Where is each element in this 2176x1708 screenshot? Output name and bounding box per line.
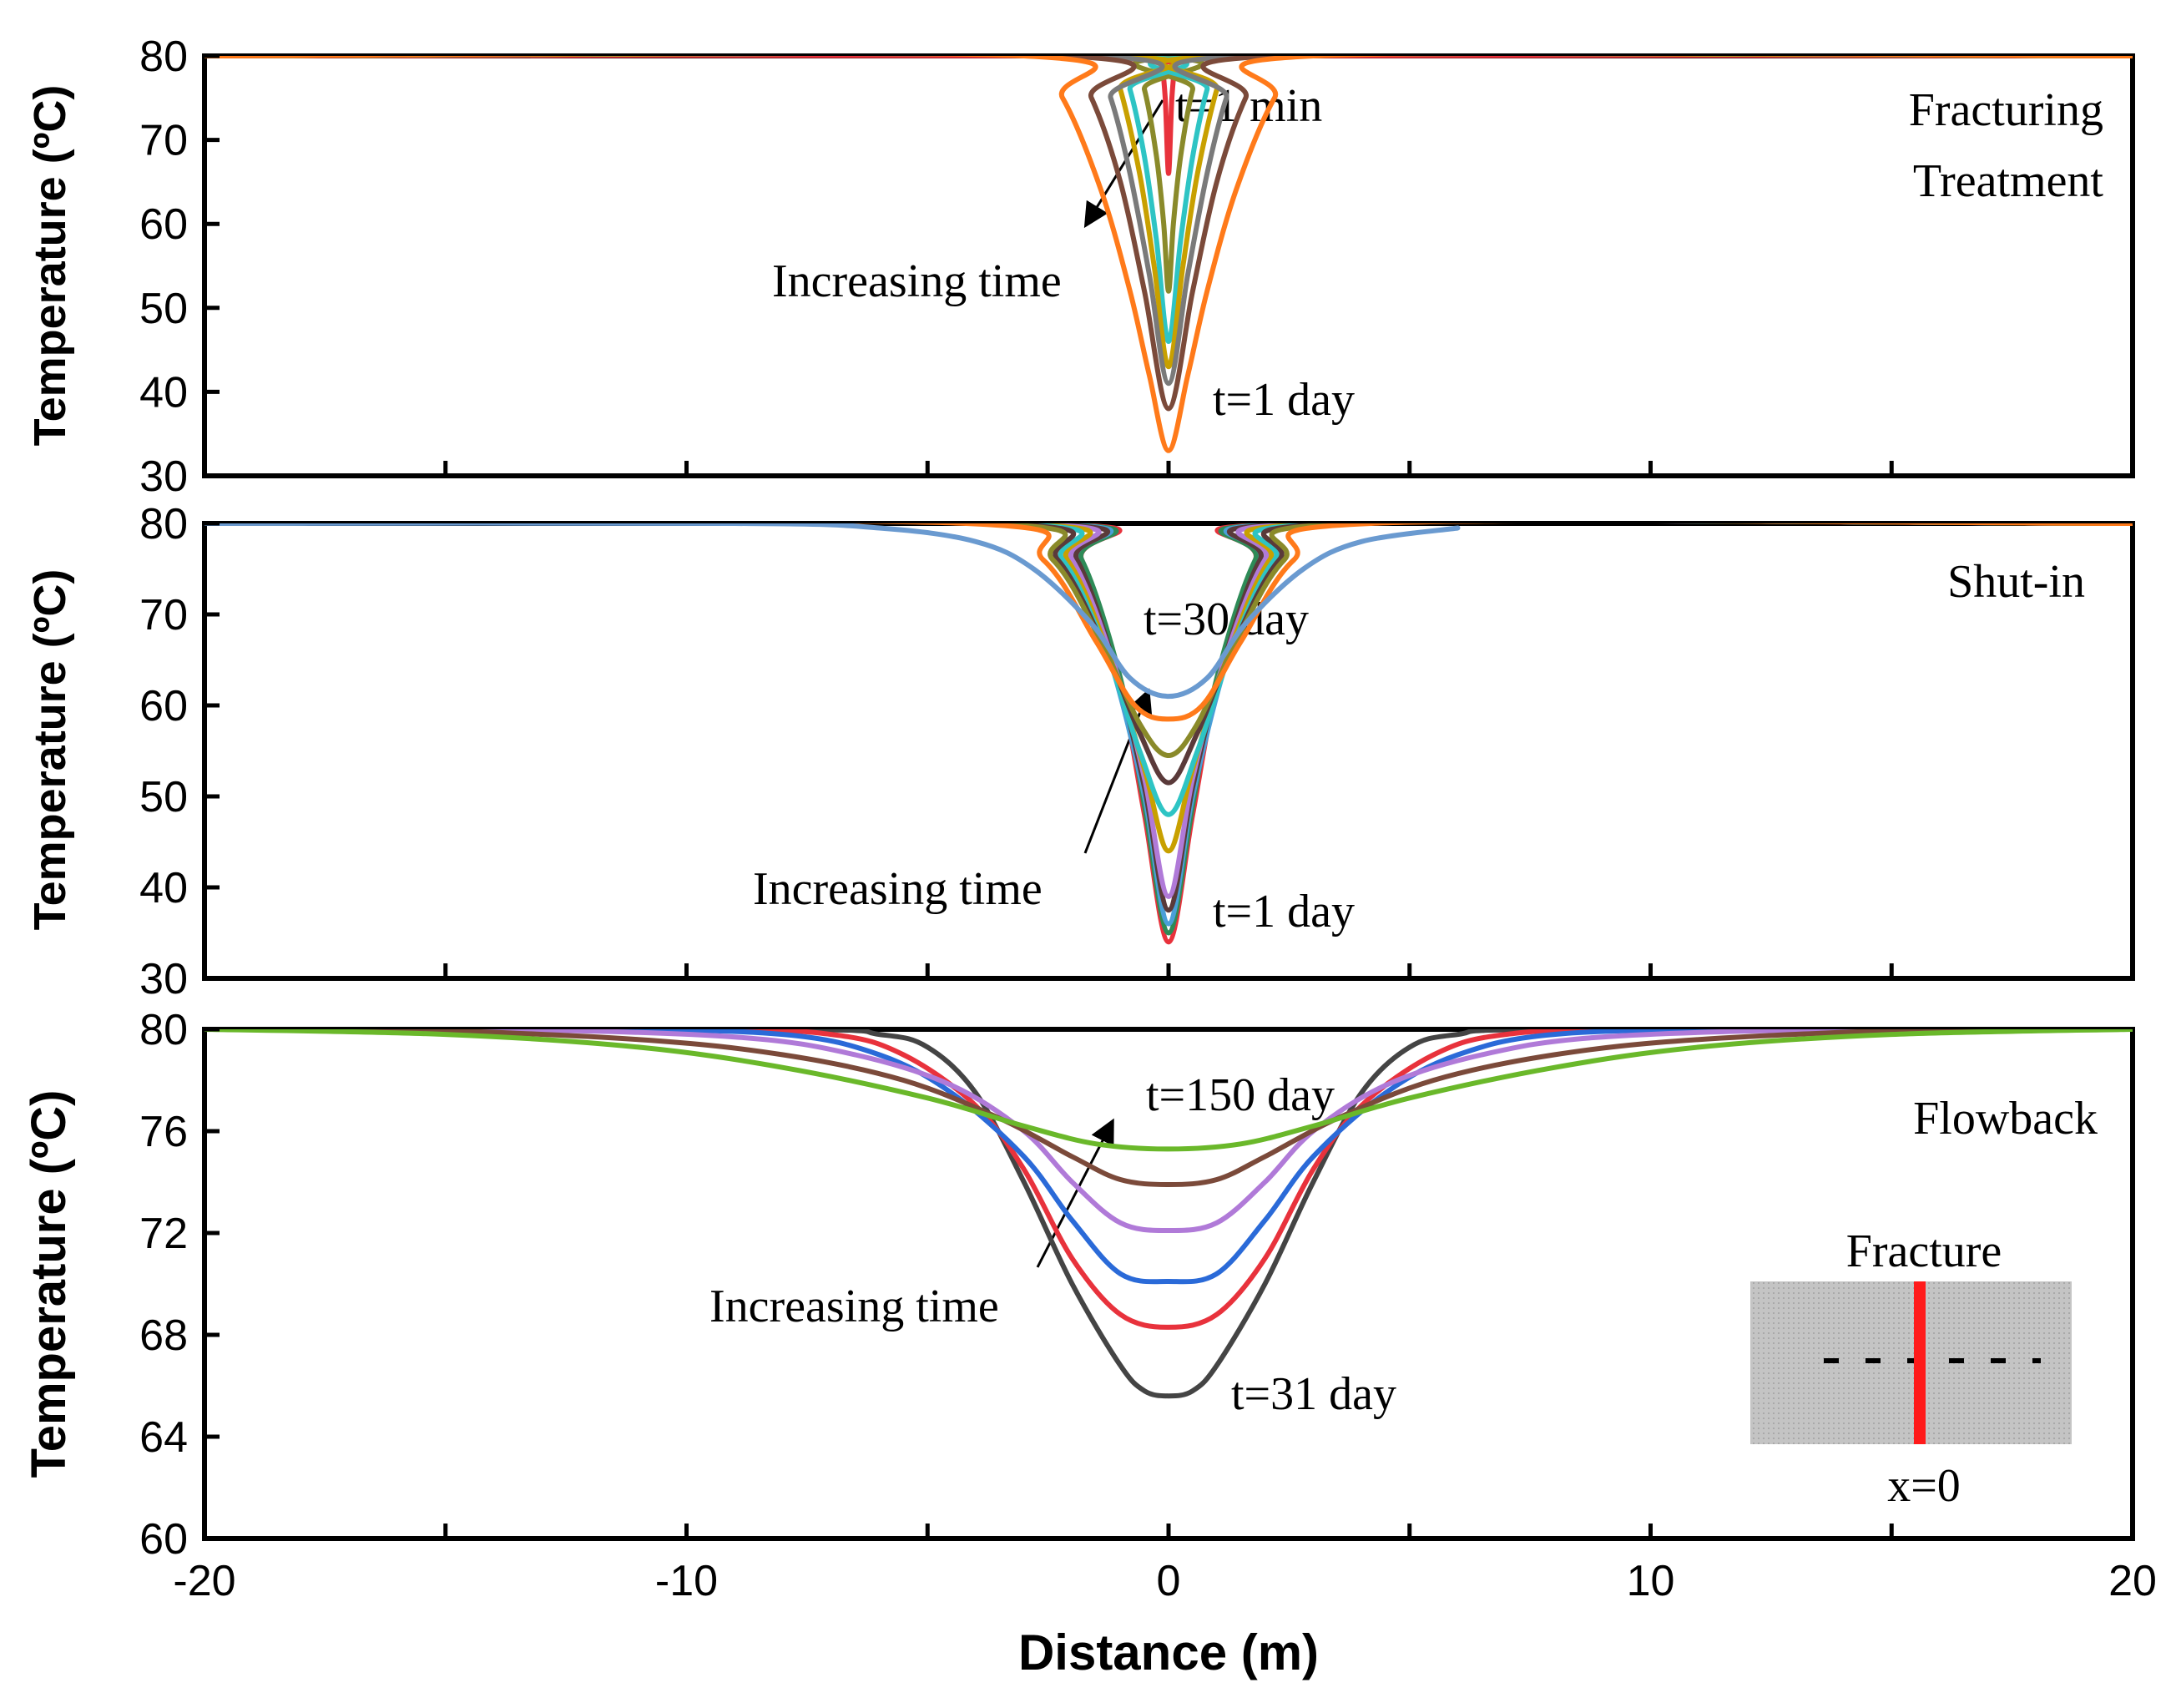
y-tick-label: 50: [139, 773, 188, 821]
series-line-4: [204, 1029, 2133, 1234]
panel-fracturing: Temperature (ºC) Fracturing Treatment t=…: [25, 53, 2135, 478]
y-tick-label: 40: [139, 864, 188, 912]
series-line-2: [204, 56, 2133, 294]
y-tick-label: 40: [139, 368, 188, 417]
x-tick-label: 20: [2108, 1557, 2157, 1605]
y-tick-label: 80: [139, 500, 188, 548]
y-tick-label: 68: [139, 1311, 188, 1360]
y-axis-title: Temperature (ºC): [25, 569, 75, 931]
series-line-2: [204, 523, 2133, 936]
y-tick-label: 70: [139, 117, 188, 165]
series-line-6: [204, 523, 2133, 854]
annotation-last-time: t=1 day: [1213, 374, 1355, 426]
y-tick-label: 30: [139, 452, 188, 501]
x-tick-label: -20: [173, 1557, 235, 1605]
y-tick-label: 76: [139, 1108, 188, 1156]
inset-origin-label: x=0: [1887, 1460, 1961, 1512]
series-line-3: [204, 1029, 2133, 1285]
series-line-9: [204, 523, 2133, 758]
series-line-8: [204, 523, 2133, 786]
series-line-1: [204, 1029, 2133, 1399]
annotation-last-time: t=150 day: [1146, 1069, 1335, 1121]
panel-flowback: Temperature (ºC) Flowback t=150 day t=31…: [22, 1027, 2135, 1680]
series-line-5: [204, 1029, 2133, 1187]
y-tick-label: 72: [139, 1210, 188, 1258]
y-tick-label: 30: [139, 955, 188, 1003]
y-tick-label: 60: [139, 682, 188, 730]
y-tick-label: 60: [139, 200, 188, 249]
series-line-1: [204, 56, 2133, 176]
series-line-2: [204, 1029, 2133, 1330]
series-line-1: [204, 523, 2133, 945]
y-tick-label: 60: [139, 1515, 188, 1564]
annotation-first-time: t=1 day: [1213, 886, 1355, 937]
series-line-4: [204, 523, 2133, 913]
series-line-3: [204, 56, 2133, 344]
series-line-6: [204, 1029, 2133, 1152]
y-tick-label: 50: [139, 285, 188, 333]
x-tick-label: -10: [655, 1557, 718, 1605]
series-line-11: [204, 523, 1461, 700]
annotation-first-time: t=31 day: [1231, 1368, 1396, 1420]
x-tick-label: 0: [1157, 1557, 1181, 1605]
y-axis-title: Temperature (ºC): [25, 85, 75, 447]
annotation-increasing-time: Increasing time: [772, 255, 1062, 307]
series-line-7: [204, 523, 2133, 817]
panel-label-line-1: Fracturing: [1909, 84, 2103, 136]
y-axis-title: Temperature (ºC): [22, 1090, 76, 1478]
series-line-7: [204, 56, 2133, 453]
series-line-5: [204, 523, 2133, 899]
x-tick-label: 10: [1627, 1557, 1675, 1605]
y-tick-label: 70: [139, 591, 188, 639]
x-axis-title: Distance (m): [1018, 1625, 1319, 1680]
panel-label-line-2: Treatment: [1913, 155, 2104, 207]
panel-shut-in: Temperature (ºC) Shut-in t=30 day t=1 da…: [25, 521, 2135, 981]
series-line-5: [204, 56, 2133, 387]
y-tick-label: 64: [139, 1413, 188, 1462]
annotation-increasing-time: Increasing time: [709, 1281, 999, 1332]
y-tick-label: 80: [139, 1006, 188, 1054]
ticks-layer: 304050607080304050607080606468727680-20-…: [139, 33, 2157, 1605]
y-tick-label: 80: [139, 33, 188, 81]
series-group: [204, 523, 2133, 945]
series-group: [204, 56, 2133, 453]
series-line-4: [204, 56, 2133, 370]
series-group: [204, 1029, 2133, 1399]
curves-layer: [204, 56, 2133, 1399]
fracture-inset: Fracture x=0: [1750, 1225, 2072, 1512]
panel-label: Shut-in: [1947, 556, 2085, 608]
series-line-3: [204, 523, 2133, 927]
annotation-increasing-time: Increasing time: [753, 863, 1043, 915]
series-line-6: [204, 56, 2133, 412]
series-line-10: [204, 523, 2133, 722]
inset-title: Fracture: [1846, 1225, 2002, 1277]
panel-label: Flowback: [1913, 1093, 2098, 1145]
